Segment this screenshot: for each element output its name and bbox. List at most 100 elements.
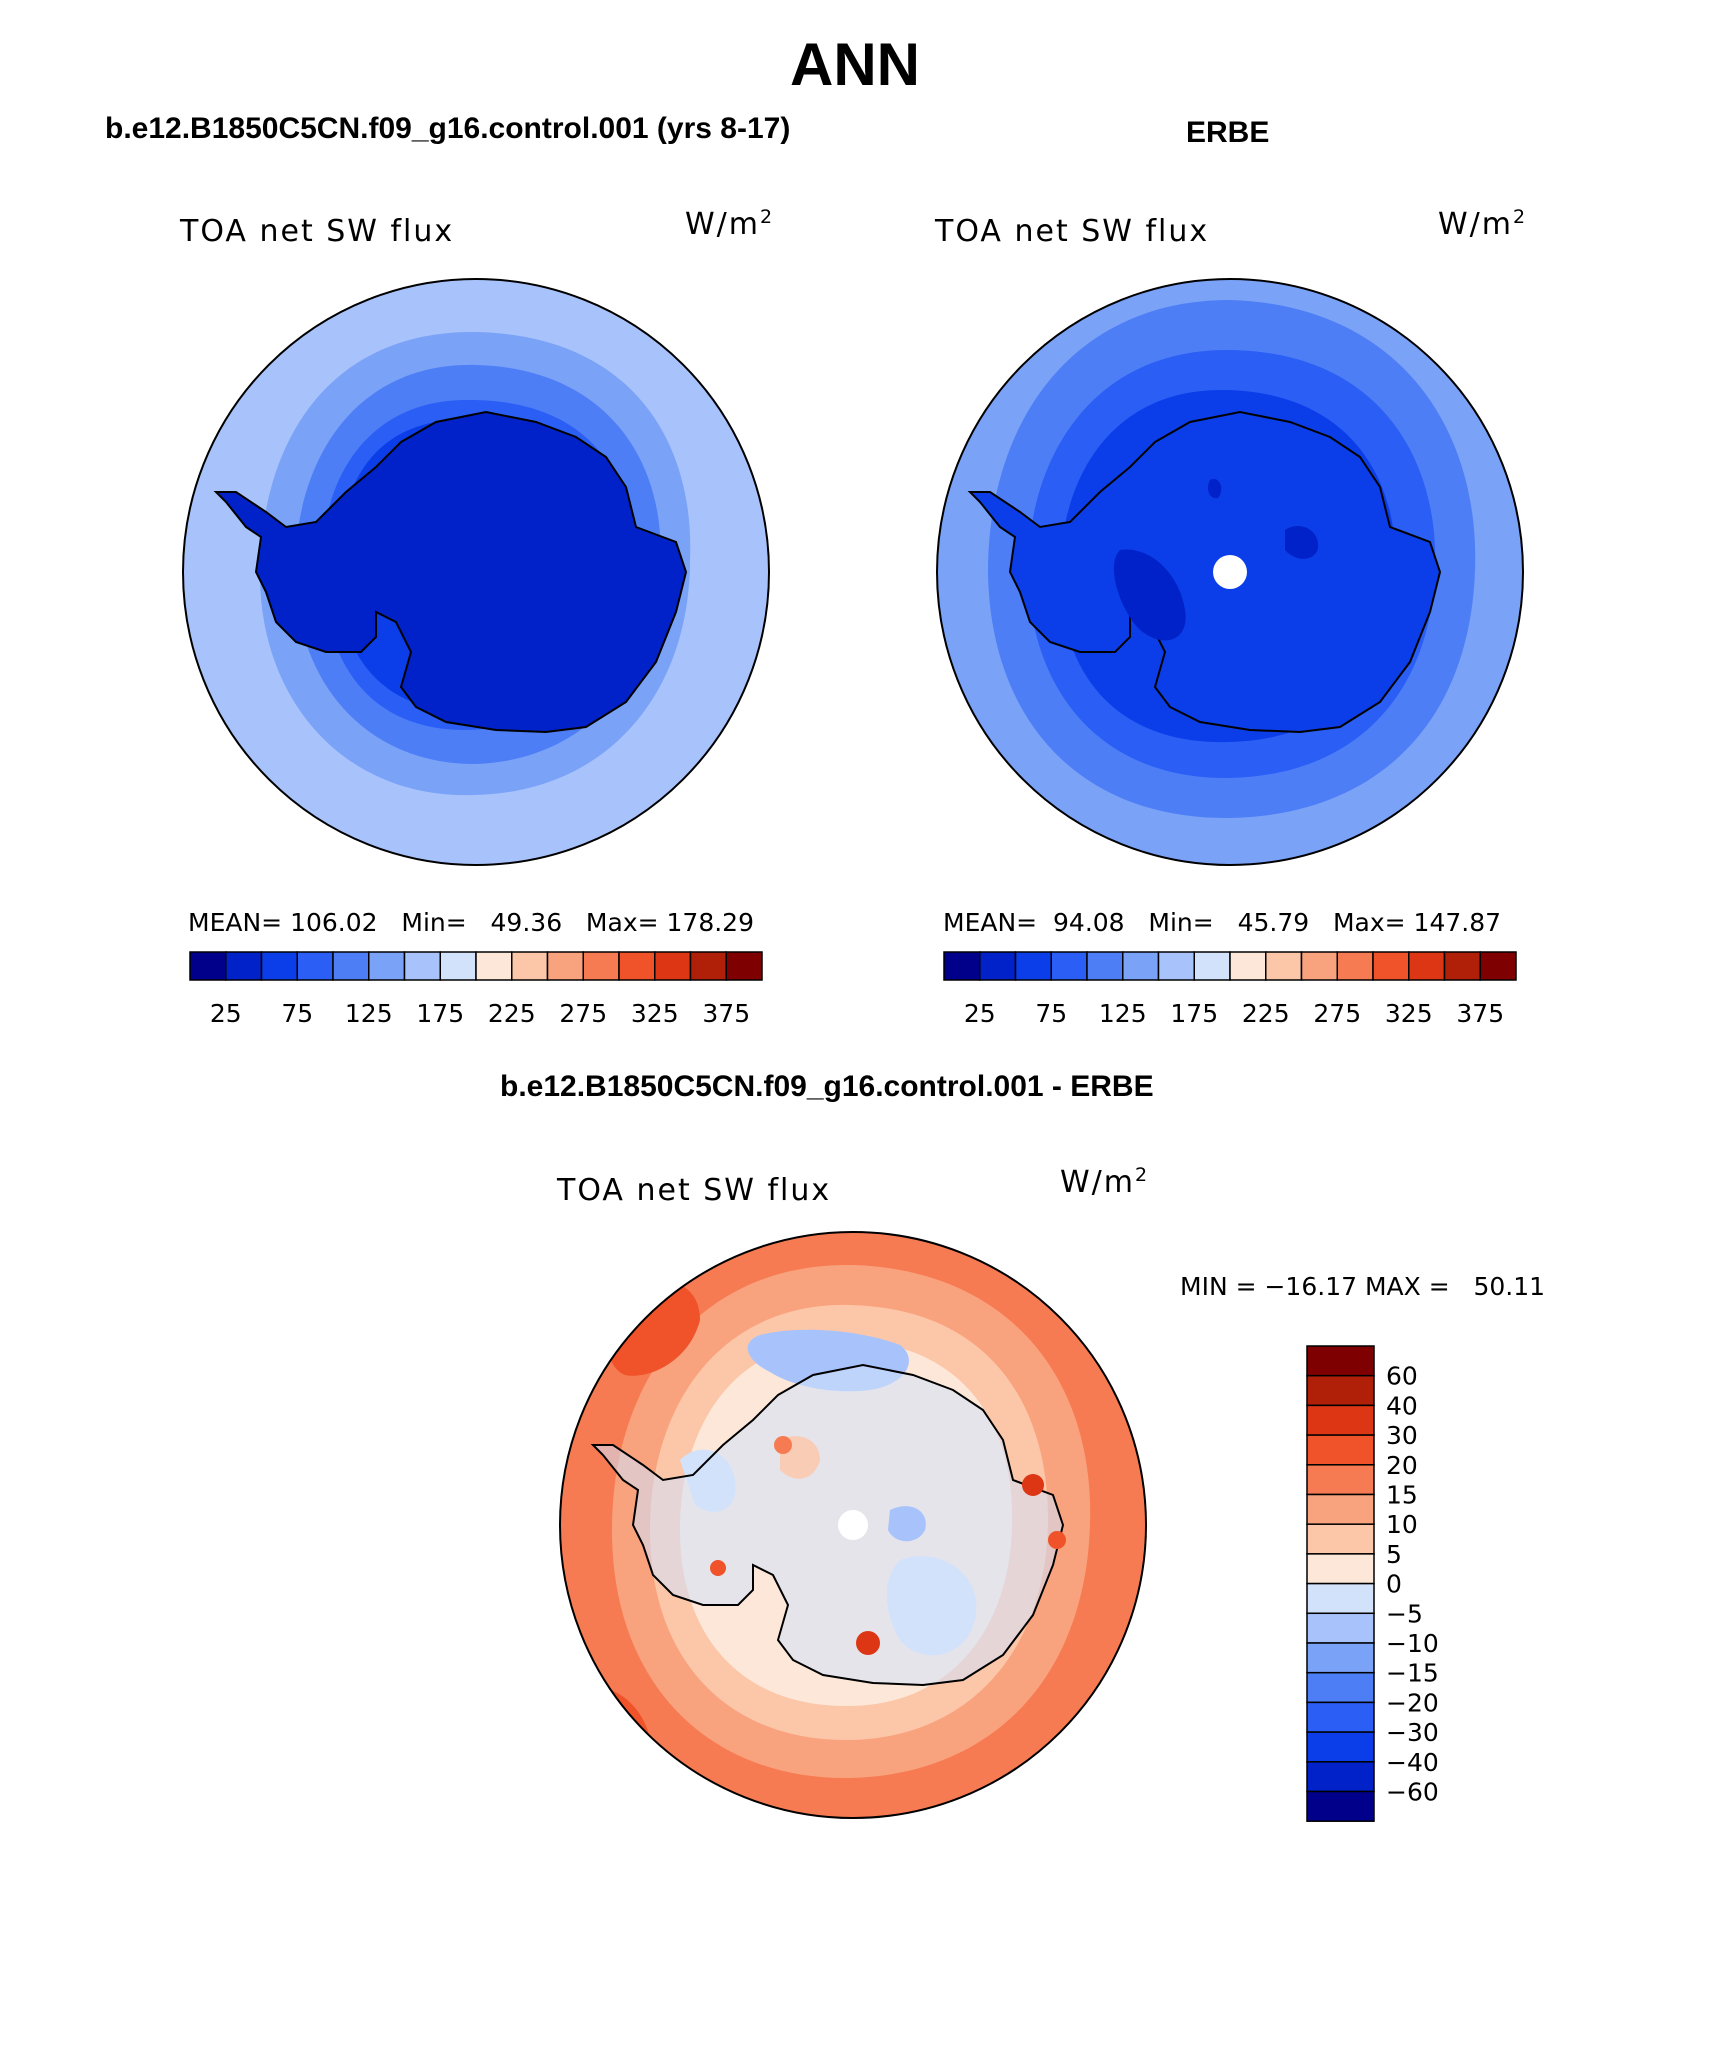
model-map-border <box>182 278 770 866</box>
diff-colorbar-label: 60 <box>1386 1362 1418 1391</box>
obs-colorbar-box <box>1408 951 1446 981</box>
model-colorbar-box <box>689 951 727 981</box>
model-colorbar-label: 275 <box>559 999 607 1028</box>
diff-colorbar-label: −10 <box>1386 1629 1439 1658</box>
obs-colorbar-box <box>1122 951 1160 981</box>
model-colorbar: 25 75 125 175 225 275 325 375 <box>189 951 763 1028</box>
diff-polar-map <box>560 1232 1146 1818</box>
diff-colorbar-box <box>1306 1404 1375 1436</box>
obs-units-label: W/m2 <box>1438 206 1528 242</box>
diff-stats: MIN = −16.17 MAX = 50.11 <box>1180 1272 1546 1301</box>
main-title: ANN <box>790 31 920 98</box>
obs-colorbar-box <box>979 951 1017 981</box>
obs-colorbar-box <box>1443 951 1481 981</box>
model-colorbar-box <box>725 951 763 981</box>
diff-colorbar-box <box>1306 1671 1375 1704</box>
obs-colorbar-box <box>1372 951 1410 981</box>
diff-colorbar-label: −60 <box>1386 1778 1439 1807</box>
diff-colorbar-label: 0 <box>1386 1570 1402 1599</box>
model-colorbar-label: 175 <box>416 999 464 1028</box>
obs-colorbar-label: 75 <box>1035 999 1067 1028</box>
obs-colorbar-label: 375 <box>1456 999 1504 1028</box>
model-colorbar-box <box>403 951 441 981</box>
model-stats: MEAN= 106.02 Min= 49.36 Max= 178.29 <box>188 908 754 937</box>
diff-colorbar-label: −15 <box>1386 1659 1439 1688</box>
diff-colorbar-box <box>1306 1493 1375 1525</box>
model-units-label: W/m2 <box>685 206 775 242</box>
obs-colorbar-box <box>1086 951 1124 981</box>
diff-map-border <box>559 1231 1147 1819</box>
model-colorbar-label: 125 <box>345 999 393 1028</box>
obs-colorbar-box <box>1050 951 1088 981</box>
model-colorbar-box <box>582 951 620 981</box>
diff-colorbar-label: −40 <box>1386 1748 1439 1777</box>
diff-panel-title: b.e12.B1850C5CN.f09_g16.control.001 - ER… <box>500 1070 1154 1103</box>
model-polar-map <box>183 279 769 865</box>
diff-colorbar-label: 15 <box>1386 1481 1418 1510</box>
obs-map-border <box>936 278 1524 866</box>
diff-colorbar-box <box>1306 1345 1375 1377</box>
diff-colorbar-box <box>1306 1523 1375 1555</box>
model-colorbar-box <box>546 951 584 981</box>
model-colorbar-box <box>189 951 227 981</box>
model-variable-label: TOA net SW flux <box>180 214 455 249</box>
diff-colorbar-box <box>1306 1731 1375 1763</box>
obs-colorbar-label: 25 <box>964 999 996 1028</box>
diff-colorbar-box <box>1306 1790 1375 1822</box>
model-colorbar-box <box>439 951 477 981</box>
obs-colorbar-box <box>1157 951 1195 981</box>
obs-colorbar-box <box>1336 951 1374 981</box>
model-colorbar-label: 325 <box>631 999 679 1028</box>
diff-units-label: W/m2 <box>1060 1164 1150 1200</box>
diff-colorbar-label: −30 <box>1386 1718 1439 1747</box>
obs-colorbar-box <box>1300 951 1338 981</box>
diff-colorbar-label: 40 <box>1386 1391 1418 1420</box>
model-colorbar-box <box>654 951 692 981</box>
model-colorbar-box <box>618 951 656 981</box>
obs-colorbar-box <box>1265 951 1303 981</box>
obs-colorbar-box <box>943 951 981 981</box>
model-colorbar-box <box>260 951 298 981</box>
model-colorbar-box <box>296 951 334 981</box>
obs-colorbar-label: 175 <box>1170 999 1218 1028</box>
model-colorbar-label: 75 <box>281 999 313 1028</box>
obs-colorbar-box <box>1193 951 1231 981</box>
obs-panel-title: ERBE <box>1186 116 1270 149</box>
diff-colorbar-box <box>1306 1761 1375 1793</box>
diff-colorbar-label: 5 <box>1386 1540 1402 1569</box>
diff-colorbar-box <box>1306 1642 1375 1674</box>
diff-colorbar-label: −5 <box>1386 1599 1423 1628</box>
model-colorbar-box <box>332 951 370 981</box>
model-colorbar-box <box>225 951 263 981</box>
diff-colorbar-label: 10 <box>1386 1510 1418 1539</box>
model-colorbar-box <box>475 951 513 981</box>
model-colorbar-box <box>511 951 549 981</box>
obs-colorbar-label: 125 <box>1099 999 1147 1028</box>
obs-colorbar-box <box>1014 951 1052 981</box>
obs-colorbar: 25 75 125 175 225 275 325 375 <box>943 951 1517 1028</box>
diff-colorbar-box <box>1306 1374 1375 1407</box>
diff-colorbar-box <box>1306 1612 1375 1644</box>
diff-colorbar-box <box>1306 1464 1375 1496</box>
obs-colorbar-box <box>1479 951 1517 981</box>
diff-colorbar-box <box>1306 1582 1375 1615</box>
diff-colorbar-label: 30 <box>1386 1421 1418 1450</box>
diff-colorbar-box <box>1306 1434 1375 1466</box>
diff-colorbar-box <box>1306 1553 1375 1585</box>
obs-stats: MEAN= 94.08 Min= 45.79 Max= 147.87 <box>943 908 1502 937</box>
diff-colorbar-label: 20 <box>1386 1451 1418 1480</box>
diff-variable-label: TOA net SW flux <box>557 1173 832 1208</box>
model-colorbar-box <box>368 951 406 981</box>
obs-polar-map <box>937 279 1523 865</box>
diff-colorbar-box <box>1306 1701 1375 1733</box>
obs-colorbar-label: 325 <box>1385 999 1433 1028</box>
obs-colorbar-box <box>1229 951 1267 981</box>
obs-colorbar-label: 225 <box>1242 999 1290 1028</box>
model-panel-title: b.e12.B1850C5CN.f09_g16.control.001 (yrs… <box>105 112 791 145</box>
diff-colorbar-label: −20 <box>1386 1688 1439 1717</box>
model-colorbar-label: 375 <box>702 999 750 1028</box>
obs-colorbar-label: 275 <box>1313 999 1361 1028</box>
model-colorbar-label: 25 <box>210 999 242 1028</box>
